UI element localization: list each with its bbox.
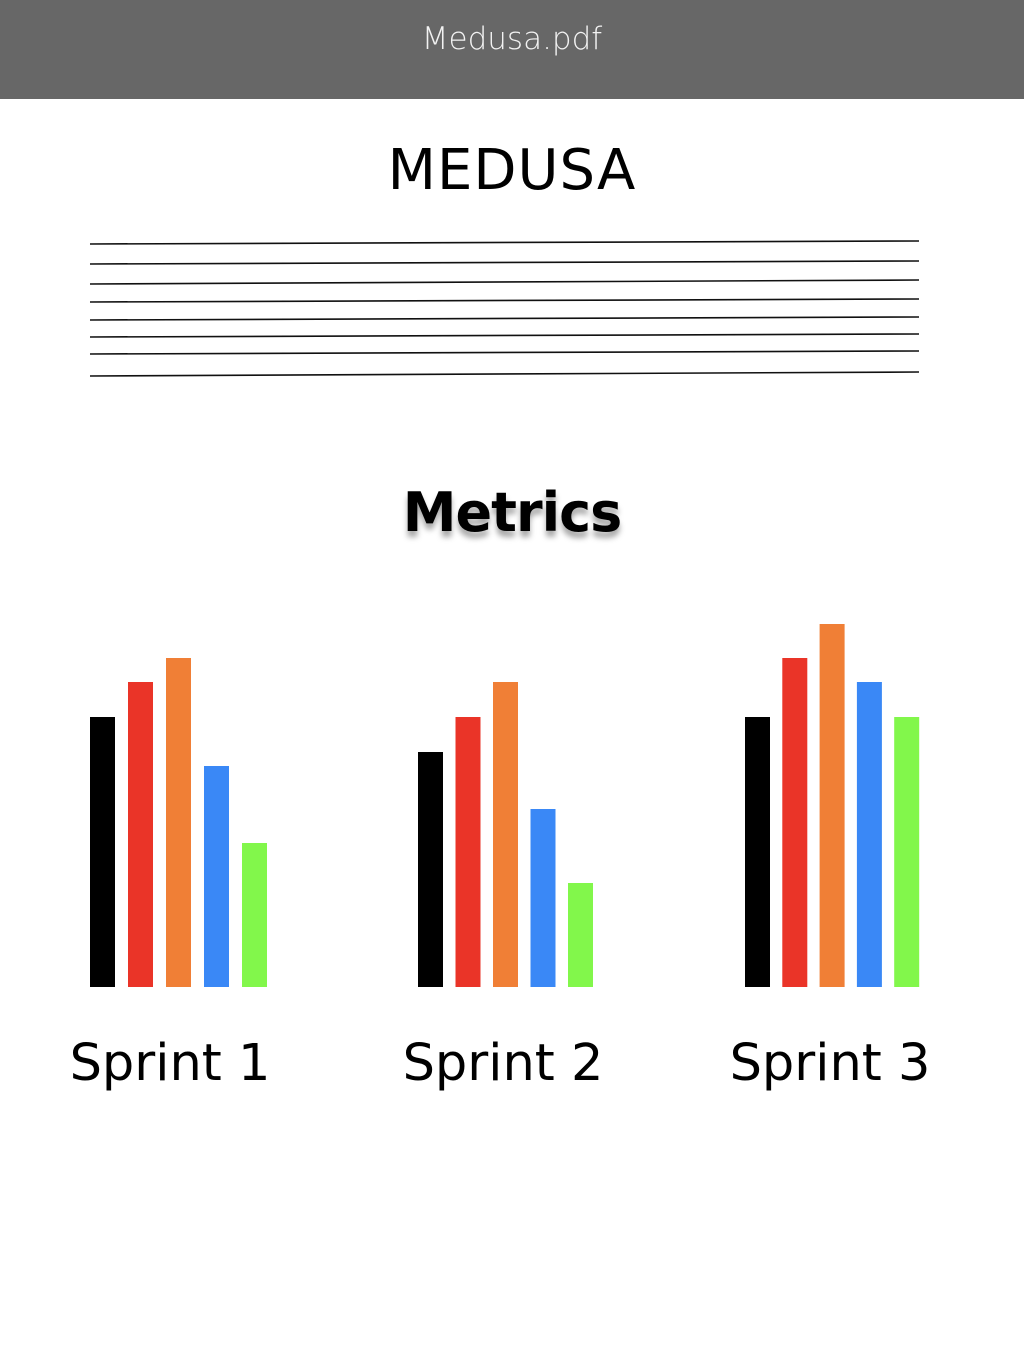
bar-1-4 <box>204 766 229 987</box>
bar-1-5 <box>242 843 267 987</box>
bar-3-2 <box>782 658 808 987</box>
bar-3-5 <box>894 717 920 987</box>
sprint-metrics-chart: Sprint 1 Sprint 2 Sprint 3 <box>70 624 931 1093</box>
bar-1-2 <box>128 682 153 987</box>
bar-2-5 <box>568 883 593 987</box>
bar-3-1 <box>745 717 770 987</box>
section-heading: Metrics <box>402 481 622 544</box>
ruled-line <box>89 240 920 245</box>
ruled-line <box>89 316 920 321</box>
bar-3-3 <box>819 624 845 987</box>
ruled-line <box>89 260 920 265</box>
category-label: Sprint 3 <box>730 1034 931 1093</box>
bar-1-1 <box>90 717 115 987</box>
document-title: MEDUSA <box>387 138 637 203</box>
bar-2-2 <box>455 717 481 987</box>
bar-3-4 <box>856 682 882 987</box>
ruled-lines <box>89 240 920 377</box>
ruled-line <box>89 371 920 377</box>
ruled-line <box>89 333 920 338</box>
ruled-line <box>89 298 920 303</box>
bar-2-4 <box>530 809 556 987</box>
window-filename: Medusa.pdf <box>421 21 603 57</box>
category-label: Sprint 1 <box>70 1034 271 1093</box>
window-titlebar: Medusa.pdf <box>0 0 1024 99</box>
ruled-line <box>89 350 920 355</box>
category-label: Sprint 2 <box>403 1034 604 1093</box>
bar-2-3 <box>493 682 518 987</box>
bar-1-3 <box>166 658 191 987</box>
bar-2-1 <box>418 752 443 987</box>
ruled-line <box>89 279 920 285</box>
